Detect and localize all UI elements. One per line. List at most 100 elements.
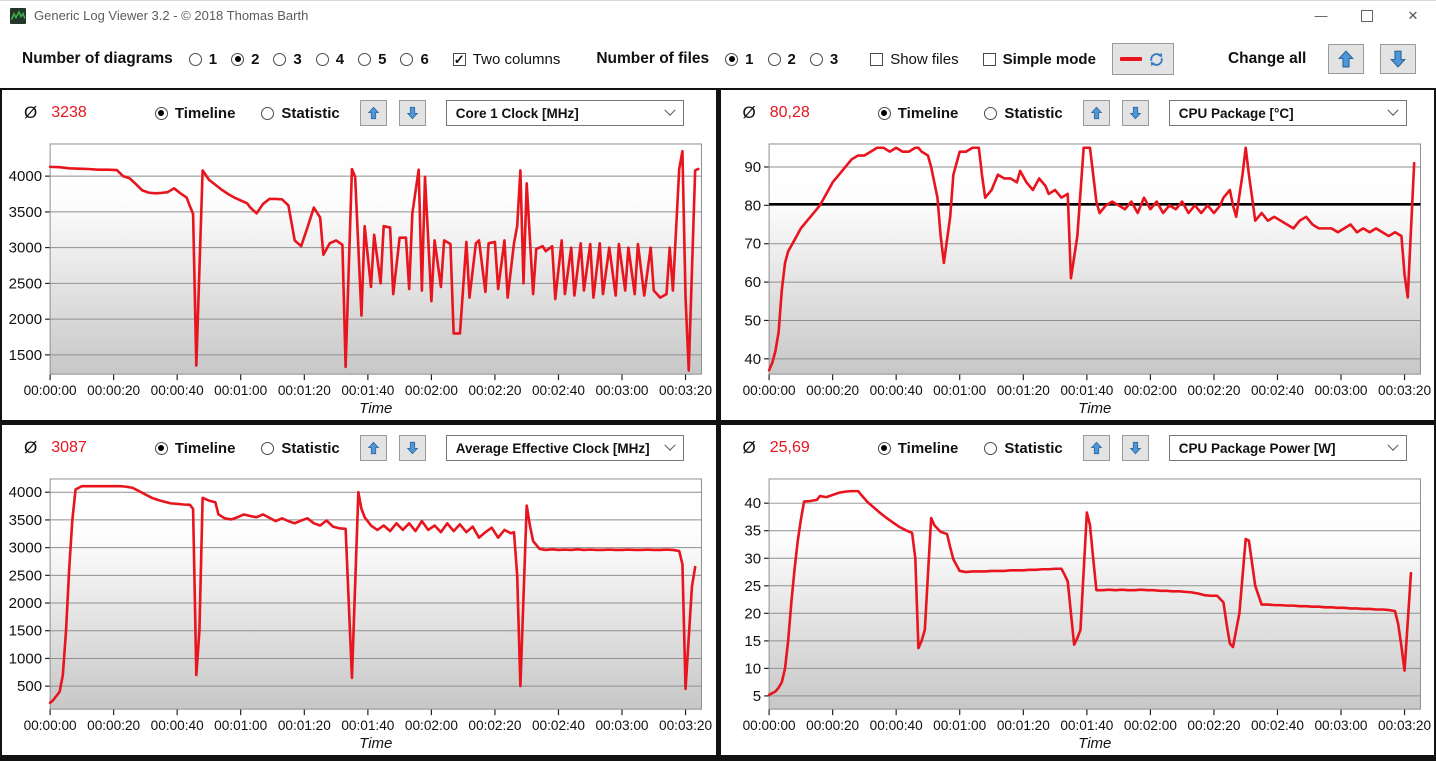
svg-text:00:03:20: 00:03:20: [1378, 383, 1431, 398]
svg-text:00:01:40: 00:01:40: [341, 383, 394, 398]
svg-text:3500: 3500: [9, 204, 42, 221]
minimize-button[interactable]: —: [1298, 1, 1344, 30]
channel-down-button[interactable]: [398, 435, 426, 461]
svg-text:70: 70: [744, 236, 761, 253]
line-sample-icon: [1120, 57, 1143, 61]
channel-down-button[interactable]: [398, 100, 426, 126]
two-columns-checkbox[interactable]: Two columns: [452, 51, 560, 68]
chart-cpu-package-power: 5 10 15 20 25 30 35 40 00:00:00 00:00:20 00:00:40 0…: [742, 478, 1431, 752]
svg-text:30: 30: [744, 550, 761, 567]
number-of-diagrams-label: Number of diagrams: [22, 50, 173, 67]
timeline-radio[interactable]: Timeline: [154, 440, 235, 457]
toolbar: Number of diagrams 1 2 3 4 5 6 Two colum…: [0, 30, 1436, 88]
arrow-up-icon: [367, 441, 380, 455]
timeline-radio[interactable]: Timeline: [877, 105, 958, 122]
panel-header: Ø 3238 Timeline Statistic Core 1 Clock […: [2, 90, 716, 136]
window-title: Generic Log Viewer 3.2 - © 2018 Thomas B…: [34, 8, 309, 23]
simple-mode-checkbox[interactable]: Simple mode: [982, 51, 1096, 68]
svg-text:00:03:00: 00:03:00: [595, 718, 648, 733]
show-files-checkbox[interactable]: Show files: [870, 51, 959, 68]
svg-text:00:01:20: 00:01:20: [996, 383, 1049, 398]
radio-icon: [767, 52, 781, 66]
svg-text:2000: 2000: [9, 595, 42, 612]
channel-select[interactable]: CPU Package [°C]: [1168, 100, 1407, 126]
svg-text:00:02:00: 00:02:00: [1123, 718, 1176, 733]
channel-up-button[interactable]: [1082, 100, 1110, 126]
svg-text:00:01:40: 00:01:40: [1060, 383, 1113, 398]
files-radio-1[interactable]: 1: [725, 51, 754, 68]
svg-text:00:02:40: 00:02:40: [1250, 718, 1303, 733]
statistic-radio[interactable]: Statistic: [984, 440, 1063, 457]
diagrams-radio-1[interactable]: 1: [188, 51, 217, 68]
average-symbol: Ø: [742, 103, 756, 122]
channel-select[interactable]: Core 1 Clock [MHz]: [445, 100, 684, 126]
svg-text:Time: Time: [1078, 735, 1111, 752]
files-radio-3[interactable]: 3: [809, 51, 838, 68]
channel-up-button[interactable]: [1082, 435, 1110, 461]
statistic-radio[interactable]: Statistic: [261, 440, 340, 457]
svg-text:40: 40: [744, 495, 761, 512]
svg-text:00:01:40: 00:01:40: [1060, 718, 1113, 733]
svg-text:00:03:00: 00:03:00: [1314, 383, 1367, 398]
change-all-up-button[interactable]: [1328, 44, 1365, 74]
svg-text:00:03:20: 00:03:20: [1378, 718, 1431, 733]
svg-text:00:03:00: 00:03:00: [1314, 718, 1367, 733]
svg-text:00:01:00: 00:01:00: [214, 383, 267, 398]
checkbox-icon: [982, 52, 996, 66]
svg-text:3000: 3000: [9, 540, 42, 557]
svg-text:Time: Time: [1078, 400, 1111, 417]
svg-text:20: 20: [744, 605, 761, 622]
statistic-radio[interactable]: Statistic: [261, 105, 340, 122]
files-radio-2[interactable]: 2: [767, 51, 796, 68]
timeline-radio[interactable]: Timeline: [154, 105, 235, 122]
line-style-button[interactable]: [1111, 43, 1174, 75]
chart-core-1-clock: 1500 2000 2500 3000 3500 4000 00:00:00 00:00:20…: [9, 143, 712, 417]
panel-header: Ø 25,69 Timeline Statistic CPU Package P…: [721, 425, 1435, 471]
app-icon: [10, 7, 26, 24]
channel-select[interactable]: Average Effective Clock [MHz]: [445, 435, 684, 461]
svg-text:00:03:00: 00:03:00: [595, 383, 648, 398]
change-all-down-button[interactable]: [1380, 44, 1417, 74]
channel-down-button[interactable]: [1121, 435, 1149, 461]
close-icon: ✕: [1407, 7, 1419, 23]
diagrams-radio-2[interactable]: 2: [231, 51, 259, 68]
svg-text:2500: 2500: [9, 567, 42, 584]
diagrams-radio-6[interactable]: 6: [400, 51, 429, 68]
svg-text:10: 10: [744, 660, 761, 677]
timeline-radio[interactable]: Timeline: [877, 440, 958, 457]
radio-icon: [315, 52, 329, 66]
close-button[interactable]: ✕: [1390, 1, 1436, 30]
radio-icon: [984, 106, 998, 120]
channel-down-button[interactable]: [1121, 100, 1149, 126]
average-symbol: Ø: [24, 438, 38, 457]
channel-up-button[interactable]: [359, 100, 387, 126]
svg-text:00:03:20: 00:03:20: [659, 718, 712, 733]
diagrams-radio-4[interactable]: 4: [315, 51, 344, 68]
panel-cpu-package-power: Ø 25,69 Timeline Statistic CPU Package P…: [720, 425, 1435, 755]
minimize-icon: —: [1314, 8, 1328, 23]
arrow-up-icon: [1338, 50, 1355, 68]
refresh-icon: [1150, 52, 1164, 66]
checkbox-icon: [452, 52, 466, 68]
radio-icon: [261, 441, 275, 455]
channel-select[interactable]: CPU Package Power [W]: [1168, 435, 1407, 461]
svg-text:1500: 1500: [9, 623, 42, 640]
radio-icon: [358, 52, 372, 66]
svg-text:00:02:00: 00:02:00: [405, 383, 458, 398]
average-value: 3087: [51, 439, 87, 456]
statistic-radio[interactable]: Statistic: [984, 105, 1063, 122]
svg-text:00:00:00: 00:00:00: [24, 718, 77, 733]
svg-text:4000: 4000: [9, 168, 42, 185]
channel-up-button[interactable]: [359, 435, 387, 461]
diagrams-radio-5[interactable]: 5: [358, 51, 386, 68]
svg-text:00:02:40: 00:02:40: [532, 383, 585, 398]
svg-text:1500: 1500: [9, 347, 42, 364]
svg-text:00:01:00: 00:01:00: [933, 718, 986, 733]
svg-text:00:00:20: 00:00:20: [87, 383, 140, 398]
diagrams-radio-3[interactable]: 3: [273, 51, 302, 68]
average-value: 25,69: [769, 439, 810, 456]
svg-text:2000: 2000: [9, 311, 42, 328]
svg-text:1000: 1000: [9, 650, 42, 667]
svg-text:00:01:00: 00:01:00: [214, 718, 267, 733]
maximize-button[interactable]: [1344, 1, 1390, 30]
